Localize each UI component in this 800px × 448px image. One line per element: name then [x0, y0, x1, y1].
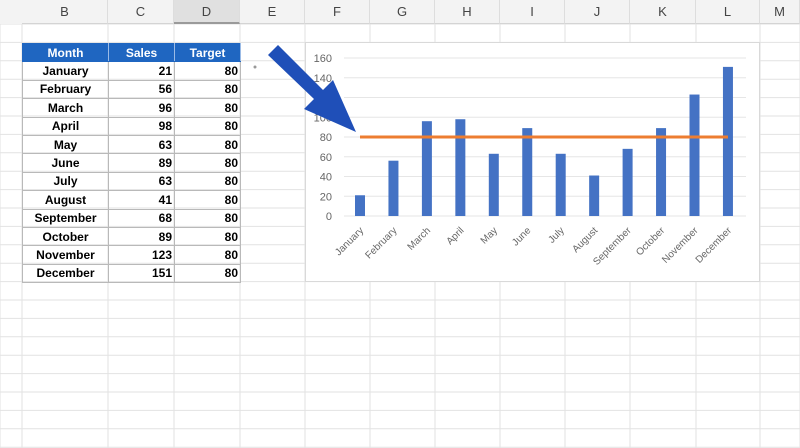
- cell-sales[interactable]: 63: [108, 171, 175, 192]
- cell-month[interactable]: December: [22, 263, 109, 284]
- cell-month[interactable]: January: [22, 61, 109, 81]
- column-header-K[interactable]: K: [630, 0, 696, 24]
- cell-target[interactable]: 80: [174, 116, 241, 136]
- cell-sales[interactable]: 151: [108, 263, 175, 284]
- bar-november[interactable]: [689, 94, 700, 216]
- bar-february[interactable]: [388, 160, 399, 216]
- bar-october[interactable]: [656, 128, 667, 216]
- column-header-C[interactable]: C: [108, 0, 174, 24]
- cell-target[interactable]: 80: [174, 208, 241, 228]
- column-header-G[interactable]: G: [370, 0, 435, 24]
- column-header-I[interactable]: I: [500, 0, 565, 24]
- cursor-dot: [253, 65, 257, 69]
- cell-month[interactable]: August: [22, 190, 109, 210]
- table-row: July 63 80: [22, 171, 241, 192]
- cell-sales[interactable]: 21: [108, 61, 175, 81]
- bar-august[interactable]: [589, 175, 600, 216]
- cell-month[interactable]: March: [22, 98, 109, 118]
- header-sales[interactable]: Sales: [108, 42, 175, 63]
- table-row: March 96 80: [22, 98, 241, 118]
- table-row: August 41 80: [22, 190, 241, 210]
- bar-june[interactable]: [522, 128, 533, 216]
- table-row: September 68 80: [22, 208, 241, 228]
- header-target[interactable]: Target: [174, 42, 241, 63]
- arrow-icon: [268, 45, 356, 132]
- column-header-J[interactable]: J: [565, 0, 630, 24]
- cell-month[interactable]: November: [22, 245, 109, 265]
- bar-december[interactable]: [722, 66, 733, 216]
- bar-may[interactable]: [488, 153, 499, 216]
- cell-month[interactable]: September: [22, 208, 109, 228]
- bar-march[interactable]: [421, 121, 432, 216]
- cell-target[interactable]: 80: [174, 79, 241, 100]
- column-header-F[interactable]: F: [305, 0, 370, 24]
- bar-september[interactable]: [622, 148, 633, 216]
- table-row: November 123 80: [22, 245, 241, 265]
- table-row: December 151 80: [22, 263, 241, 284]
- cell-sales[interactable]: 63: [108, 134, 175, 155]
- y-tick-label: 0: [326, 211, 332, 223]
- chart[interactable]: 020406080100120140160JanuaryFebruaryMarc…: [305, 42, 760, 282]
- bar-january[interactable]: [355, 195, 365, 216]
- bar-july[interactable]: [555, 153, 566, 216]
- y-tick-label: 80: [320, 132, 332, 144]
- bar-april[interactable]: [455, 119, 466, 216]
- cell-target[interactable]: 80: [174, 190, 241, 210]
- column-header-H[interactable]: H: [435, 0, 500, 24]
- data-table: Month Sales Target January 21 80 February 56…: [22, 42, 241, 284]
- cell-target[interactable]: 80: [174, 263, 241, 284]
- column-header-D[interactable]: D: [174, 0, 240, 24]
- y-tick-label: 20: [320, 191, 332, 203]
- column-header-B[interactable]: B: [22, 0, 108, 24]
- column-header-L[interactable]: L: [696, 0, 760, 24]
- y-tick-label: 60: [320, 152, 332, 164]
- y-tick-label: 140: [314, 73, 332, 85]
- cell-target[interactable]: 80: [174, 98, 241, 118]
- y-tick-label: 40: [320, 172, 332, 184]
- column-header-E[interactable]: E: [240, 0, 305, 24]
- column-header-M[interactable]: M: [760, 0, 800, 24]
- table-row: April 98 80: [22, 116, 241, 136]
- y-tick-label: 160: [314, 53, 332, 65]
- table-row: January 21 80: [22, 61, 241, 81]
